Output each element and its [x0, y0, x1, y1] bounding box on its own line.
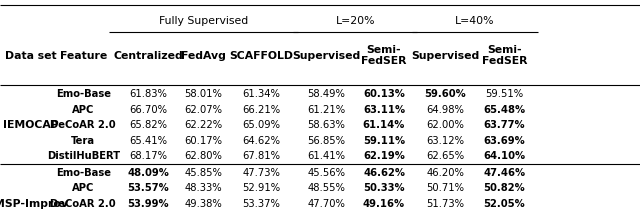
Text: FedAvg: FedAvg — [181, 51, 226, 61]
Text: 48.09%: 48.09% — [127, 168, 170, 178]
Text: 58.49%: 58.49% — [307, 89, 346, 99]
Text: 59.11%: 59.11% — [363, 136, 405, 146]
Text: 62.19%: 62.19% — [363, 151, 405, 161]
Text: Data set: Data set — [5, 51, 56, 61]
Text: Feature: Feature — [60, 51, 107, 61]
Text: 65.82%: 65.82% — [129, 120, 168, 130]
Text: 50.33%: 50.33% — [363, 183, 405, 193]
Text: 61.83%: 61.83% — [129, 89, 168, 99]
Text: Emo-Base: Emo-Base — [56, 89, 111, 99]
Text: 62.07%: 62.07% — [184, 104, 223, 114]
Text: 47.46%: 47.46% — [483, 168, 525, 178]
Text: Supervised: Supervised — [292, 51, 360, 61]
Text: 53.57%: 53.57% — [127, 183, 170, 193]
Text: 65.48%: 65.48% — [483, 104, 525, 114]
Text: 64.10%: 64.10% — [483, 151, 525, 161]
Text: 61.14%: 61.14% — [363, 120, 405, 130]
Text: 53.99%: 53.99% — [127, 199, 170, 209]
Text: Semi-
FedSER: Semi- FedSER — [481, 45, 527, 66]
Text: 63.11%: 63.11% — [363, 104, 405, 114]
Text: 60.13%: 60.13% — [363, 89, 405, 99]
Text: 64.98%: 64.98% — [426, 104, 465, 114]
Text: 48.33%: 48.33% — [185, 183, 222, 193]
Text: Emo-Base: Emo-Base — [56, 168, 111, 178]
Text: 61.21%: 61.21% — [307, 104, 346, 114]
Text: Tera: Tera — [71, 136, 95, 146]
Text: 62.00%: 62.00% — [426, 120, 465, 130]
Text: 60.17%: 60.17% — [184, 136, 223, 146]
Text: 51.73%: 51.73% — [426, 199, 465, 209]
Text: 68.17%: 68.17% — [129, 151, 168, 161]
Text: 58.63%: 58.63% — [307, 120, 346, 130]
Text: 62.22%: 62.22% — [184, 120, 223, 130]
Text: 65.41%: 65.41% — [129, 136, 168, 146]
Text: 67.81%: 67.81% — [242, 151, 280, 161]
Text: 63.69%: 63.69% — [483, 136, 525, 146]
Text: 45.85%: 45.85% — [184, 168, 223, 178]
Text: 61.34%: 61.34% — [242, 89, 280, 99]
Text: APC: APC — [72, 104, 94, 114]
Text: MSP-Improv: MSP-Improv — [0, 199, 68, 209]
Text: 50.71%: 50.71% — [426, 183, 465, 193]
Text: L=40%: L=40% — [455, 16, 495, 26]
Text: 64.62%: 64.62% — [242, 136, 280, 146]
Text: 45.56%: 45.56% — [307, 168, 346, 178]
Text: 59.60%: 59.60% — [424, 89, 467, 99]
Text: 47.70%: 47.70% — [307, 199, 346, 209]
Text: 50.82%: 50.82% — [483, 183, 525, 193]
Text: APC: APC — [72, 183, 94, 193]
Text: 66.21%: 66.21% — [242, 104, 280, 114]
Text: Fully Supervised: Fully Supervised — [159, 16, 248, 26]
Text: 62.80%: 62.80% — [184, 151, 223, 161]
Text: 53.37%: 53.37% — [242, 199, 280, 209]
Text: Semi-
FedSER: Semi- FedSER — [361, 45, 407, 66]
Text: DeCoAR 2.0: DeCoAR 2.0 — [51, 199, 116, 209]
Text: 46.20%: 46.20% — [426, 168, 465, 178]
Text: 52.91%: 52.91% — [242, 183, 280, 193]
Text: 56.85%: 56.85% — [307, 136, 346, 146]
Text: 49.38%: 49.38% — [185, 199, 222, 209]
Text: 47.73%: 47.73% — [242, 168, 280, 178]
Text: DistilHuBERT: DistilHuBERT — [47, 151, 120, 161]
Text: Supervised: Supervised — [412, 51, 479, 61]
Text: 46.62%: 46.62% — [363, 168, 405, 178]
Text: 58.01%: 58.01% — [184, 89, 223, 99]
Text: 59.51%: 59.51% — [485, 89, 524, 99]
Text: 48.55%: 48.55% — [307, 183, 346, 193]
Text: 63.77%: 63.77% — [483, 120, 525, 130]
Text: Centralized: Centralized — [114, 51, 183, 61]
Text: 63.12%: 63.12% — [426, 136, 465, 146]
Text: IEMOCAP: IEMOCAP — [3, 120, 59, 130]
Text: 65.09%: 65.09% — [242, 120, 280, 130]
Text: 66.70%: 66.70% — [129, 104, 168, 114]
Text: DeCoAR 2.0: DeCoAR 2.0 — [51, 120, 116, 130]
Text: L=20%: L=20% — [335, 16, 375, 26]
Text: 49.16%: 49.16% — [363, 199, 405, 209]
Text: 61.41%: 61.41% — [307, 151, 346, 161]
Text: SCAFFOLD: SCAFFOLD — [229, 51, 293, 61]
Text: 52.05%: 52.05% — [483, 199, 525, 209]
Text: 62.65%: 62.65% — [426, 151, 465, 161]
